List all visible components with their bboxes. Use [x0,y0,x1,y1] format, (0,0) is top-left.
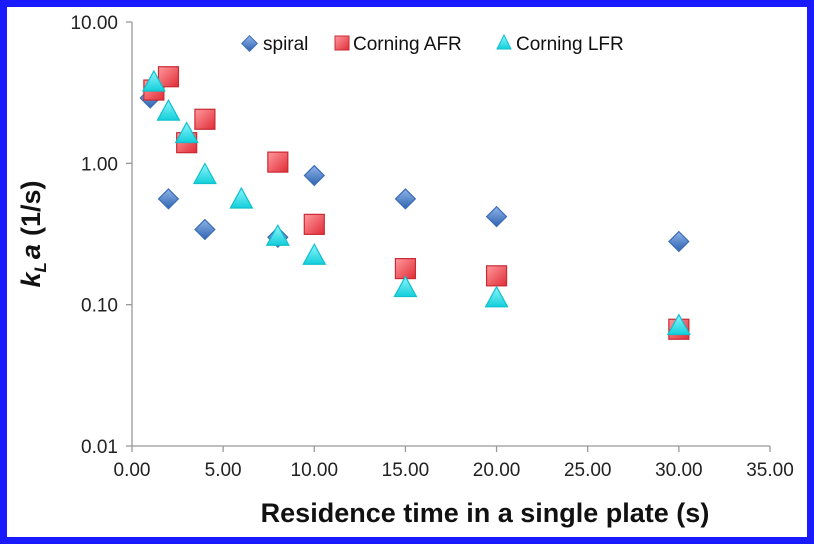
data-point-spiral [157,188,180,210]
y-tick-label: 0.10 [81,296,118,317]
x-tick-label: 20.00 [473,460,521,481]
legend-marker-corning-afr [334,35,350,51]
data-point-corning-lfr [302,243,327,265]
x-tick-label: 30.00 [655,460,703,481]
data-point-corning-lfr [484,285,509,308]
data-point-corning-lfr [265,223,290,246]
legend-label-spiral: spiral [263,34,308,55]
data-point-corning-lfr [156,98,181,121]
data-point-corning-lfr [141,69,166,92]
data-point-corning-afr [267,151,289,173]
x-tick-label: 10.00 [291,460,339,481]
legend-label-corning-lfr: Corning LFR [516,34,624,55]
x-tick-label: 35.00 [746,460,794,481]
data-points [139,66,691,340]
legend: spiral Corning AFR Corning LFR [241,33,624,55]
x-tick-label: 25.00 [564,460,612,481]
x-tick-label: 0.00 [114,460,151,481]
x-tick-label: 5.00 [205,460,242,481]
y-axis-title-subscript: L [31,262,50,272]
data-point-spiral [394,188,417,210]
data-point-corning-lfr [229,186,254,209]
data-point-corning-afr [485,265,508,287]
legend-label-corning-afr: Corning AFR [353,34,462,55]
y-axis-title-k: k [16,270,46,287]
data-point-corning-afr [303,213,325,235]
data-point-corning-afr [157,66,180,88]
legend-marker-spiral [241,35,258,52]
data-point-spiral [668,230,690,253]
data-point-corning-afr [194,108,216,130]
y-axis-title-a: a [16,244,46,259]
x-axis-title: Residence time in a single plate (s) [261,498,710,528]
data-point-spiral [485,205,508,228]
data-point-corning-lfr [666,313,691,336]
data-point-corning-lfr [192,162,217,185]
y-tick-label: 1.00 [81,154,118,175]
ticks: 0.00 5.00 10.00 15.00 20.00 25.00 30.00 35.00 0.… [70,13,793,481]
data-point-spiral [303,164,326,187]
axes [131,22,770,447]
y-tick-label: 0.01 [81,437,118,458]
x-tick-label: 15.00 [382,460,430,481]
y-axis-title-unit: (1/s) [16,181,46,237]
y-tick-label: 10.00 [70,13,118,34]
legend-marker-corning-lfr [496,33,512,50]
data-point-corning-lfr [174,121,199,144]
data-point-spiral [194,218,216,241]
data-point-corning-lfr [393,275,418,298]
y-axis-title: kLa (1/s) [16,181,50,288]
